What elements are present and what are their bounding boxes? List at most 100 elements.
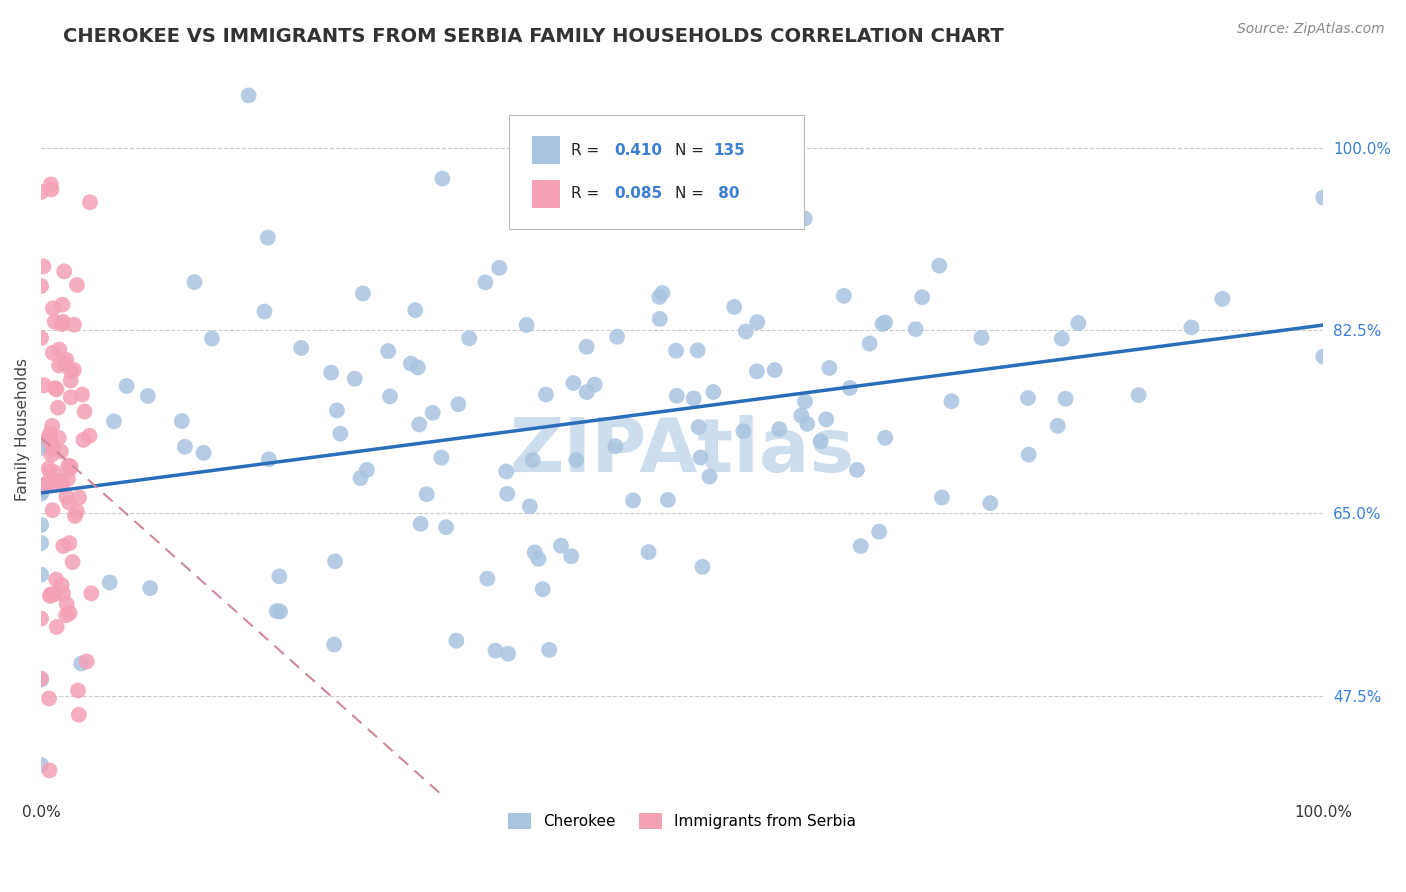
Point (815, 412, 838, 426)
Point (55, 490, 77, 504)
Point (768, 422, 790, 436)
Point (621, 493, 644, 508)
Point (58, 462, 80, 476)
Point (38, 430, 60, 444)
Point (30, 487, 52, 501)
Point (904, 322, 927, 336)
Point (818, 360, 841, 375)
Point (290, 341, 312, 355)
Point (55, 597, 77, 611)
Point (523, 545, 546, 559)
Point (458, 331, 481, 345)
Point (446, 633, 468, 648)
Point (53, 357, 76, 371)
Point (139, 581, 162, 595)
Point (859, 336, 882, 351)
Point (979, 496, 1001, 510)
Point (911, 290, 934, 304)
Point (173, 440, 195, 454)
Point (1046, 418, 1069, 433)
Point (59, 390, 82, 404)
Point (747, 315, 769, 329)
Point (73, 404, 96, 418)
Point (30, 611, 52, 625)
Point (409, 516, 432, 531)
Point (793, 211, 815, 226)
Point (1050, 332, 1073, 346)
Text: Source: ZipAtlas.com: Source: ZipAtlas.com (1237, 22, 1385, 37)
Point (30, 484, 52, 499)
Point (810, 434, 832, 449)
Text: R =: R = (571, 186, 603, 202)
Point (377, 344, 399, 359)
Point (352, 286, 374, 301)
Point (846, 463, 869, 477)
Point (48, 431, 70, 445)
Point (269, 569, 291, 583)
Point (76, 655, 98, 669)
Point (30, 673, 52, 687)
Point (565, 453, 588, 467)
FancyBboxPatch shape (533, 136, 561, 164)
Point (32, 260, 55, 274)
Point (53, 264, 76, 278)
Point (45, 573, 67, 587)
Point (30, 441, 52, 455)
Text: CHEROKEE VS IMMIGRANTS FROM SERBIA FAMILY HOUSEHOLDS CORRELATION CHART: CHEROKEE VS IMMIGRANTS FROM SERBIA FAMIL… (63, 27, 1004, 45)
Point (37, 431, 59, 445)
Point (734, 325, 756, 339)
Point (447, 397, 470, 411)
Point (30, 672, 52, 686)
Point (575, 340, 598, 354)
Point (329, 426, 352, 441)
Point (415, 487, 437, 501)
Point (62, 555, 84, 569)
Point (70, 387, 93, 401)
Point (80, 586, 103, 600)
Point (356, 463, 378, 477)
Point (688, 420, 710, 434)
Text: N =: N = (675, 186, 709, 202)
Point (550, 539, 572, 553)
Text: 0.410: 0.410 (614, 143, 662, 158)
Point (522, 453, 544, 467)
Point (257, 452, 280, 467)
Point (30, 518, 52, 533)
Point (48, 343, 70, 357)
Point (796, 417, 818, 431)
Point (51, 578, 73, 592)
Point (41, 418, 63, 433)
Point (269, 605, 291, 619)
Point (733, 424, 755, 438)
Point (44, 466, 66, 480)
Point (519, 500, 541, 514)
Point (38, 461, 60, 475)
Text: R =: R = (571, 143, 603, 158)
Point (1054, 392, 1077, 406)
Point (30, 567, 52, 582)
Point (30, 485, 52, 500)
Point (42, 301, 65, 316)
Point (58, 458, 80, 473)
Point (875, 431, 897, 445)
Point (52, 587, 75, 601)
Point (52, 315, 75, 329)
Point (931, 491, 953, 505)
Point (692, 559, 714, 574)
Point (404, 303, 426, 318)
Point (838, 381, 860, 395)
Point (30, 536, 52, 550)
Point (115, 379, 138, 393)
Point (849, 539, 872, 553)
Point (201, 332, 224, 346)
Point (432, 171, 454, 186)
Point (657, 492, 679, 507)
Point (422, 406, 444, 420)
Point (35, 476, 58, 491)
Point (1067, 316, 1090, 330)
Point (723, 300, 745, 314)
Point (562, 376, 585, 390)
Point (49, 475, 72, 489)
Point (575, 385, 598, 400)
Point (875, 316, 897, 330)
